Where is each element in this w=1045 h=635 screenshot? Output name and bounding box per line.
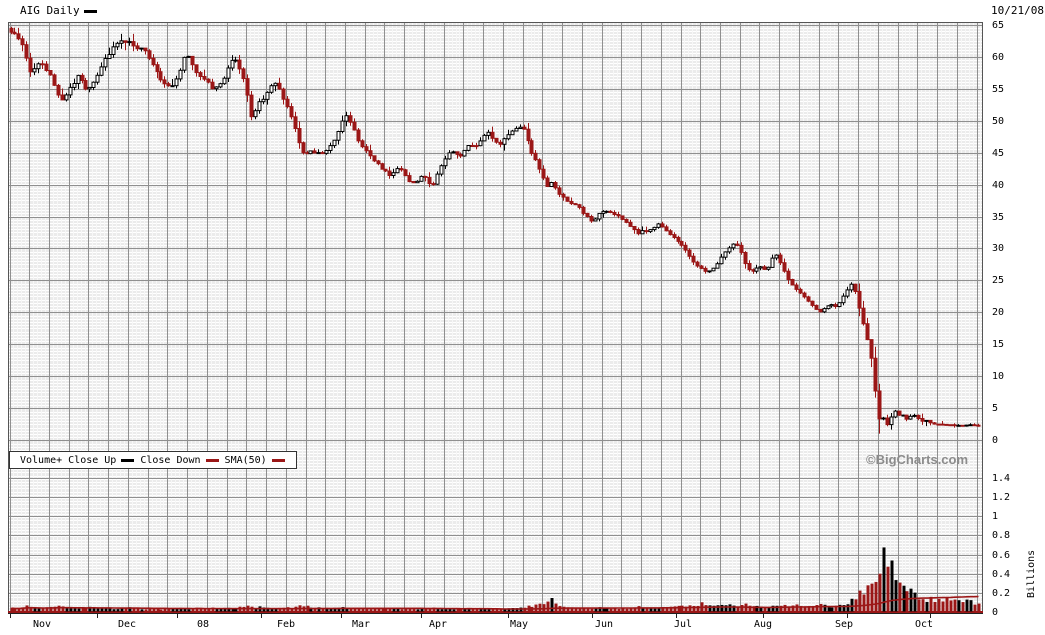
price-tick-label: 45 [992,148,1005,159]
sma50-label: SMA(50) [224,454,267,466]
volume-tick-label: 1.2 [992,492,1011,503]
grid-minor-vertical [13,23,981,612]
as-of-date: 10/21/08 [991,4,1044,17]
legend-item-sma50: SMA(50) [225,455,285,466]
month-label-may: May [509,619,529,630]
month-label-sep: Sep [834,619,854,630]
price-series-marker-icon [83,9,97,13]
volume-legend: Volume+ Close Up Close Down SMA(50) [9,451,297,469]
close-down-label: Close Down [140,454,201,466]
legend-item-close-up: Close Up [68,454,135,466]
price-tick-label: 65 [992,20,1005,31]
month-label-aug: Aug [753,619,773,630]
price-candles [9,26,981,434]
month-label-jul: Jul [673,619,693,630]
volume-tick-label: 1.4 [992,473,1011,484]
volume-tick-label: 0.8 [992,530,1011,541]
price-tick-label: 25 [992,275,1005,286]
month-label-feb: Feb [276,619,296,630]
close-up-label: Close Up [68,454,117,466]
month-label-oct: Oct [914,619,934,630]
page-title: AIG Daily [20,4,80,17]
volume-tick-label: 0.4 [992,569,1011,580]
grid-major-horizontal [8,25,983,594]
price-tick-label: 40 [992,180,1005,191]
month-label-apr: Apr [428,619,448,630]
volume-tick-label: 1 [992,511,999,522]
price-tick-label: 20 [992,307,1005,318]
volume-legend-label: Volume+ [20,454,63,466]
month-label-dec: Dec [117,619,137,630]
legend-item-close-down: Close Down [140,454,219,466]
price-tick-label: 15 [992,339,1005,350]
price-tick-label: 5 [992,403,999,414]
price-tick-label: 55 [992,84,1005,95]
month-label-08: 08 [196,619,210,630]
price-tick-label: 60 [992,52,1005,63]
price-tick-label: 35 [992,212,1005,223]
month-label-mar: Mar [351,619,371,630]
price-tick-label: 30 [992,243,1005,254]
price-tick-label: 50 [992,116,1005,127]
volume-tick-label: 0.2 [992,588,1011,599]
volume-sma-line [11,595,979,610]
month-ticks [10,614,931,618]
volume-tick-label: 0 [992,607,999,618]
grid-major-vertical [10,22,978,613]
price-tick-label: 10 [992,371,1005,382]
close-down-swatch-icon [205,458,219,462]
close-up-swatch-icon [121,458,135,462]
chart-title-row: AIG Daily [20,4,97,17]
volume-axis-unit-label: Billions [1026,549,1037,598]
price-tick-label: 0 [992,435,999,446]
volume-tick-label: 0.6 [992,550,1011,561]
month-label-jun: Jun [594,619,614,630]
sma50-swatch-icon [271,458,285,462]
bigcharts-watermark: ©BigCharts.com [866,452,969,467]
month-label-nov: Nov [32,619,52,630]
